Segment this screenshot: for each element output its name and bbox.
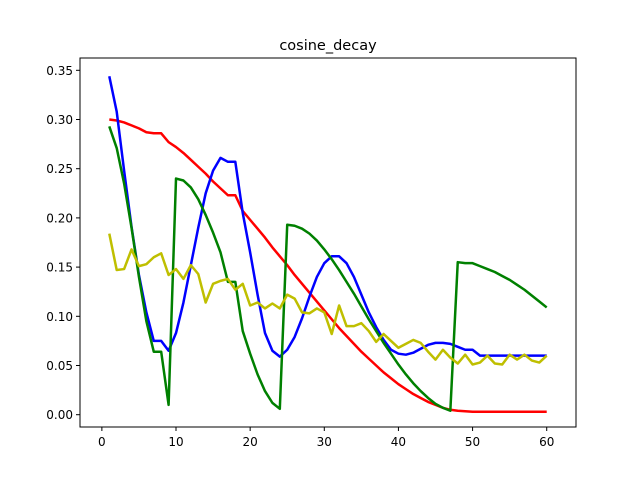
x-tick-label: 50 (465, 435, 480, 449)
plot-area (79, 57, 577, 428)
series-line-blue (108, 75, 547, 358)
axes-frame (79, 57, 577, 428)
x-tick-label: 20 (243, 435, 258, 449)
y-tick-label: 0.00 (46, 408, 73, 422)
y-tick-label: 0.10 (46, 310, 73, 324)
x-tick-label: 0 (98, 435, 106, 449)
series-line-yellow (108, 233, 548, 366)
x-tick-label: 10 (168, 435, 183, 449)
y-tick-label: 0.35 (46, 64, 73, 78)
x-tick-label: 30 (317, 435, 332, 449)
y-tick-label: 0.30 (46, 113, 73, 127)
x-tick-label: 60 (539, 435, 554, 449)
y-axis: 0.00 0.05 0.10 0.15 0.20 0.25 0.30 0.35 (46, 64, 80, 422)
series-layer (108, 75, 548, 413)
series-line-green (108, 125, 548, 413)
series-line-red (109, 118, 547, 413)
y-tick-label: 0.05 (46, 359, 73, 373)
y-tick-label: 0.25 (46, 162, 73, 176)
x-tick-label: 40 (391, 435, 406, 449)
chart-title: cosine_decay (279, 38, 377, 54)
y-tick-label: 0.15 (46, 261, 73, 275)
x-axis: 0 10 20 30 40 50 60 (98, 427, 554, 449)
y-tick-label: 0.20 (46, 211, 73, 225)
